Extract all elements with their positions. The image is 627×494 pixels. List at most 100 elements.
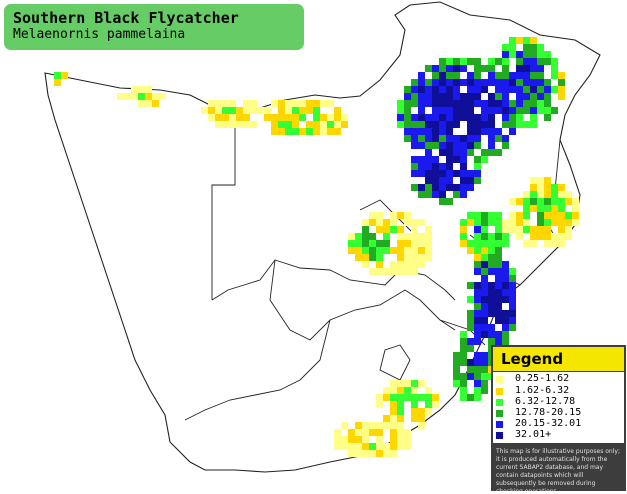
- grid-cell: [565, 212, 572, 219]
- grid-cell: [502, 261, 509, 268]
- grid-cell: [299, 107, 306, 114]
- grid-cell: [544, 79, 551, 86]
- grid-cell: [355, 247, 362, 254]
- grid-cell: [383, 226, 390, 233]
- grid-cell: [509, 100, 516, 107]
- grid-cell: [460, 226, 467, 233]
- grid-cell: [376, 450, 383, 457]
- grid-cell: [502, 310, 509, 317]
- grid-cell: [376, 401, 383, 408]
- grid-cell: [432, 79, 439, 86]
- grid-cell: [502, 51, 509, 58]
- grid-cell: [362, 219, 369, 226]
- grid-cell: [411, 142, 418, 149]
- grid-cell: [474, 254, 481, 261]
- grid-cell: [460, 149, 467, 156]
- grid-cell: [285, 128, 292, 135]
- grid-cell: [250, 107, 257, 114]
- grid-cell: [530, 93, 537, 100]
- grid-cell: [390, 415, 397, 422]
- grid-cell: [572, 205, 579, 212]
- grid-cell: [460, 135, 467, 142]
- grid-cell: [397, 422, 404, 429]
- grid-cell: [516, 79, 523, 86]
- grid-cell: [446, 184, 453, 191]
- grid-cell: [516, 58, 523, 65]
- grid-cell: [446, 156, 453, 163]
- grid-cell: [474, 331, 481, 338]
- grid-cell: [481, 233, 488, 240]
- grid-cell: [460, 58, 467, 65]
- grid-cell: [537, 191, 544, 198]
- grid-cell: [201, 107, 208, 114]
- grid-cell: [495, 72, 502, 79]
- grid-cell: [467, 114, 474, 121]
- grid-cell: [481, 254, 488, 261]
- grid-cell: [502, 135, 509, 142]
- grid-cell: [488, 79, 495, 86]
- grid-cell: [502, 58, 509, 65]
- grid-cell: [481, 261, 488, 268]
- grid-cell: [439, 163, 446, 170]
- grid-cell: [474, 338, 481, 345]
- grid-cell: [362, 436, 369, 443]
- grid-cell: [551, 65, 558, 72]
- grid-cell: [502, 121, 509, 128]
- grid-cell: [334, 429, 341, 436]
- grid-cell: [523, 51, 530, 58]
- grid-cell: [404, 212, 411, 219]
- grid-cell: [404, 233, 411, 240]
- grid-cell: [425, 254, 432, 261]
- grid-cell: [404, 380, 411, 387]
- grid-cell: [509, 219, 516, 226]
- grid-cell: [425, 100, 432, 107]
- grid-cell: [411, 268, 418, 275]
- grid-cell: [418, 380, 425, 387]
- grid-cell: [467, 394, 474, 401]
- grid-cell: [145, 93, 152, 100]
- grid-cell: [453, 156, 460, 163]
- grid-cell: [145, 100, 152, 107]
- grid-cell: [530, 114, 537, 121]
- grid-cell: [327, 128, 334, 135]
- grid-cell: [495, 296, 502, 303]
- grid-cell: [439, 191, 446, 198]
- grid-cell: [495, 254, 502, 261]
- grid-cell: [460, 345, 467, 352]
- grid-cell: [446, 86, 453, 93]
- grid-cell: [516, 93, 523, 100]
- grid-cell: [446, 93, 453, 100]
- grid-cell: [404, 387, 411, 394]
- grid-cell: [411, 135, 418, 142]
- grid-cell: [418, 163, 425, 170]
- grid-cell: [418, 142, 425, 149]
- grid-cell: [502, 79, 509, 86]
- grid-cell: [411, 226, 418, 233]
- grid-cell: [390, 436, 397, 443]
- grid-cell: [376, 429, 383, 436]
- grid-cell: [453, 149, 460, 156]
- grid-cell: [516, 212, 523, 219]
- grid-cell: [516, 198, 523, 205]
- grid-cell: [390, 408, 397, 415]
- grid-cell: [537, 79, 544, 86]
- grid-cell: [488, 282, 495, 289]
- grid-cell: [530, 240, 537, 247]
- grid-cell: [488, 268, 495, 275]
- grid-cell: [509, 212, 516, 219]
- grid-cell: [138, 100, 145, 107]
- grid-cell: [313, 107, 320, 114]
- grid-cell: [369, 268, 376, 275]
- grid-cell: [474, 79, 481, 86]
- grid-cell: [215, 107, 222, 114]
- grid-cell: [509, 310, 516, 317]
- grid-cell: [481, 324, 488, 331]
- grid-cell: [257, 107, 264, 114]
- grid-cell: [376, 212, 383, 219]
- grid-cell: [432, 128, 439, 135]
- grid-cell: [418, 100, 425, 107]
- grid-cell: [558, 233, 565, 240]
- grid-cell: [446, 114, 453, 121]
- grid-cell: [404, 135, 411, 142]
